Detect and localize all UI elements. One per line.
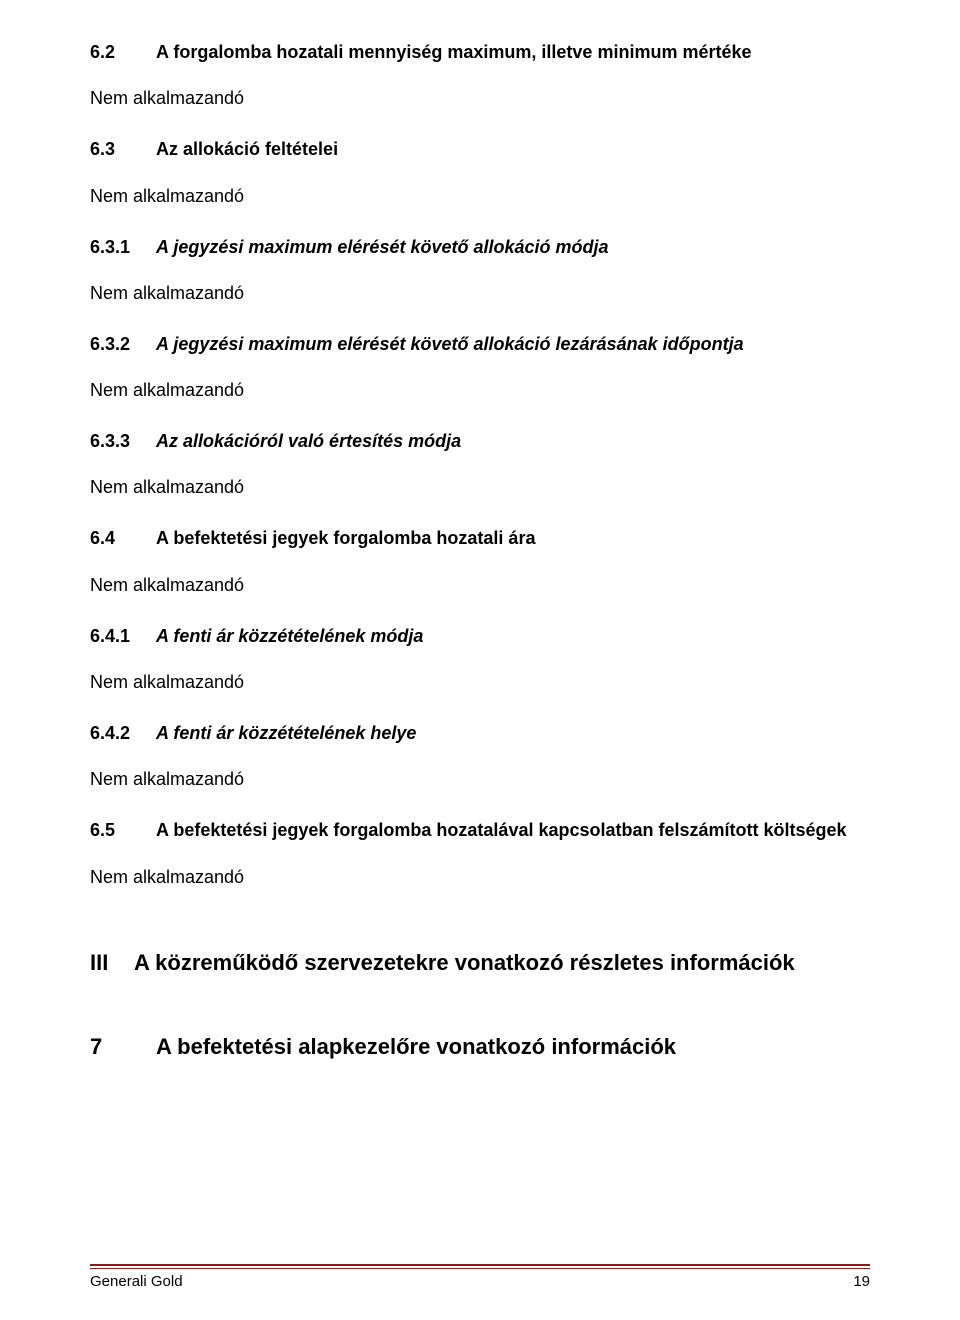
footer-rule-top [90,1264,870,1266]
section-6-4-2: 6.4.2 A fenti ár közzétételének helye [90,721,870,745]
section-body: Nem alkalmazandó [90,672,870,693]
section-6-5: 6.5 A befektetési jegyek forgalomba hoza… [90,818,870,842]
section-number: 6.3.2 [90,334,156,355]
footer-left: Generali Gold [90,1273,183,1290]
section-number: 6.4 [90,528,156,549]
section-6-3-2: 6.3.2 A jegyzési maximum elérését követő… [90,332,870,356]
section-body: Nem alkalmazandó [90,380,870,401]
section-body: Nem alkalmazandó [90,477,870,498]
section-6-3-1: 6.3.1 A jegyzési maximum elérését követő… [90,235,870,259]
page: 6.2 A forgalomba hozatali mennyiség maxi… [0,0,960,1320]
footer-page-number: 19 [853,1273,870,1290]
chapter-iii: III A közreműködő szervezetekre vonatkoz… [90,950,870,976]
chapter-number: III [90,950,134,976]
section-number: 6.4.2 [90,723,156,744]
section-body: Nem alkalmazandó [90,283,870,304]
section-title: A befektetési jegyek forgalomba hozatali… [156,526,535,550]
section-number: 6.5 [90,820,156,841]
chapter-title: A közreműködő szervezetekre vonatkozó ré… [134,950,795,976]
section-body: Nem alkalmazandó [90,575,870,596]
footer-rule-bottom [90,1268,870,1269]
section-title: A fenti ár közzétételének helye [156,721,416,745]
section-6-2: 6.2 A forgalomba hozatali mennyiség maxi… [90,40,870,64]
section-title: A forgalomba hozatali mennyiség maximum,… [156,40,752,64]
footer-row: Generali Gold 19 [90,1273,870,1290]
section-number: 7 [90,1034,156,1060]
section-6-4-1: 6.4.1 A fenti ár közzétételének módja [90,624,870,648]
section-title: A fenti ár közzétételének módja [156,624,423,648]
section-number: 6.4.1 [90,626,156,647]
section-6-3: 6.3 Az allokáció feltételei [90,137,870,161]
section-6-3-3: 6.3.3 Az allokációról való értesítés mód… [90,429,870,453]
section-title: A befektetési alapkezelőre vonatkozó inf… [156,1034,676,1060]
section-6-4: 6.4 A befektetési jegyek forgalomba hoza… [90,526,870,550]
section-title: Az allokációról való értesítés módja [156,429,461,453]
section-number: 6.3.3 [90,431,156,452]
section-body: Nem alkalmazandó [90,769,870,790]
section-title: Az allokáció feltételei [156,137,338,161]
section-number: 6.3.1 [90,237,156,258]
section-body: Nem alkalmazandó [90,186,870,207]
section-body: Nem alkalmazandó [90,88,870,109]
section-7: 7 A befektetési alapkezelőre vonatkozó i… [90,1034,870,1060]
page-footer: Generali Gold 19 [90,1264,870,1290]
section-title: A befektetési jegyek forgalomba hozatalá… [156,818,847,842]
section-number: 6.2 [90,42,156,63]
section-body: Nem alkalmazandó [90,867,870,888]
section-number: 6.3 [90,139,156,160]
section-title: A jegyzési maximum elérését követő allok… [156,332,744,356]
section-title: A jegyzési maximum elérését követő allok… [156,235,609,259]
